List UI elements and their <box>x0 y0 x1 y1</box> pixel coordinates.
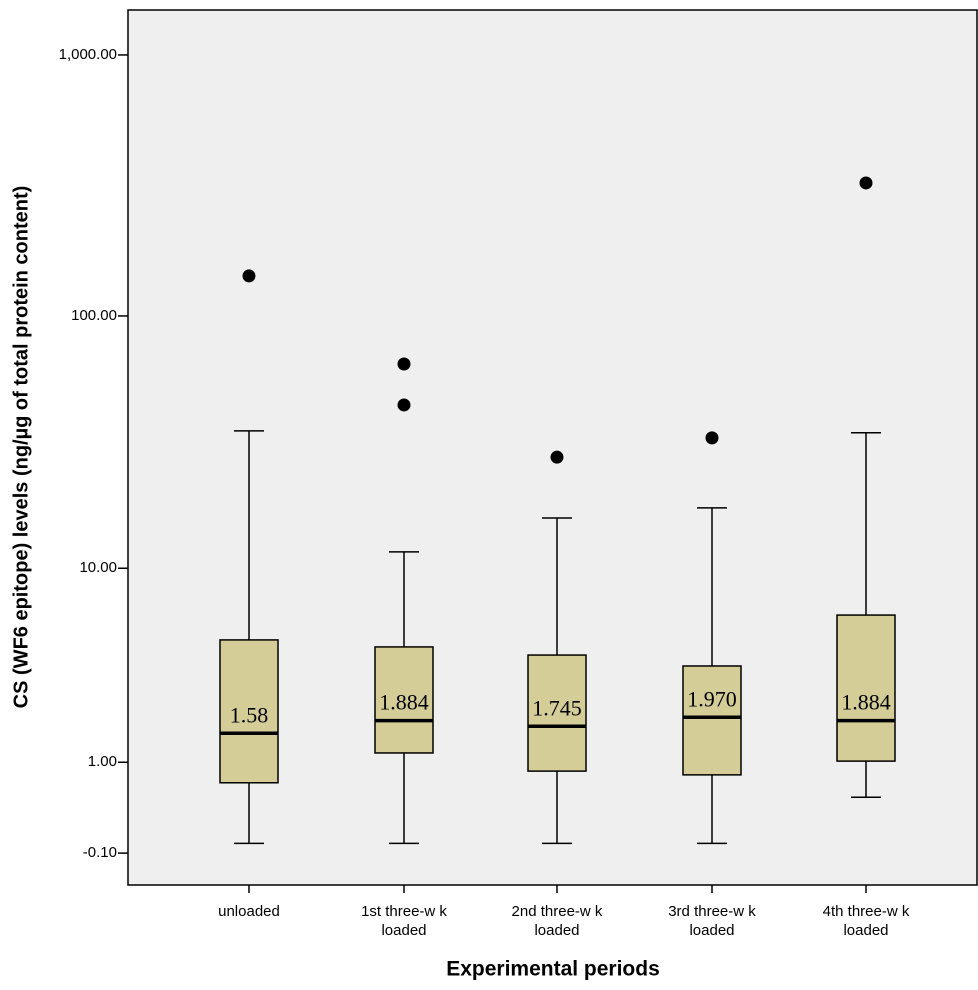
x-tick-label: 4th three-w k <box>823 903 910 920</box>
y-tick-label: 10.00 <box>79 559 117 576</box>
outlier <box>242 269 256 283</box>
median-label: 1.58 <box>230 702 269 727</box>
y-axis-title: CS (WF6 epitope) levels (ng/µg of total … <box>10 186 32 709</box>
x-axis-title: Experimental periods <box>446 958 660 981</box>
y-tick-label: 1,000.00 <box>59 46 117 63</box>
x-tick-label: loaded <box>689 922 734 939</box>
y-tick-label: -0.10 <box>83 844 117 861</box>
y-tick-label: 100.00 <box>71 307 117 324</box>
median-label: 1.884 <box>841 690 891 715</box>
outlier <box>705 431 719 445</box>
x-tick-label: 3rd three-w k <box>668 903 756 920</box>
box <box>219 639 279 784</box>
box <box>374 646 434 754</box>
outlier <box>859 176 873 190</box>
x-tick-label: loaded <box>534 922 579 939</box>
outlier <box>397 357 411 371</box>
outlier <box>397 398 411 412</box>
x-tick-label: unloaded <box>218 903 280 920</box>
box <box>836 614 896 762</box>
x-tick-label: 1st three-w k <box>361 903 447 920</box>
x-tick-label: loaded <box>381 922 426 939</box>
box <box>527 654 587 772</box>
median-label: 1.745 <box>532 695 582 720</box>
x-tick-label: loaded <box>843 922 888 939</box>
median-label: 1.884 <box>379 690 429 715</box>
x-tick-label: 2nd three-w k <box>512 903 603 920</box>
median-label: 1.970 <box>687 686 737 711</box>
outlier <box>550 450 564 464</box>
box <box>682 665 742 776</box>
y-tick-label: 1.00 <box>88 753 117 770</box>
